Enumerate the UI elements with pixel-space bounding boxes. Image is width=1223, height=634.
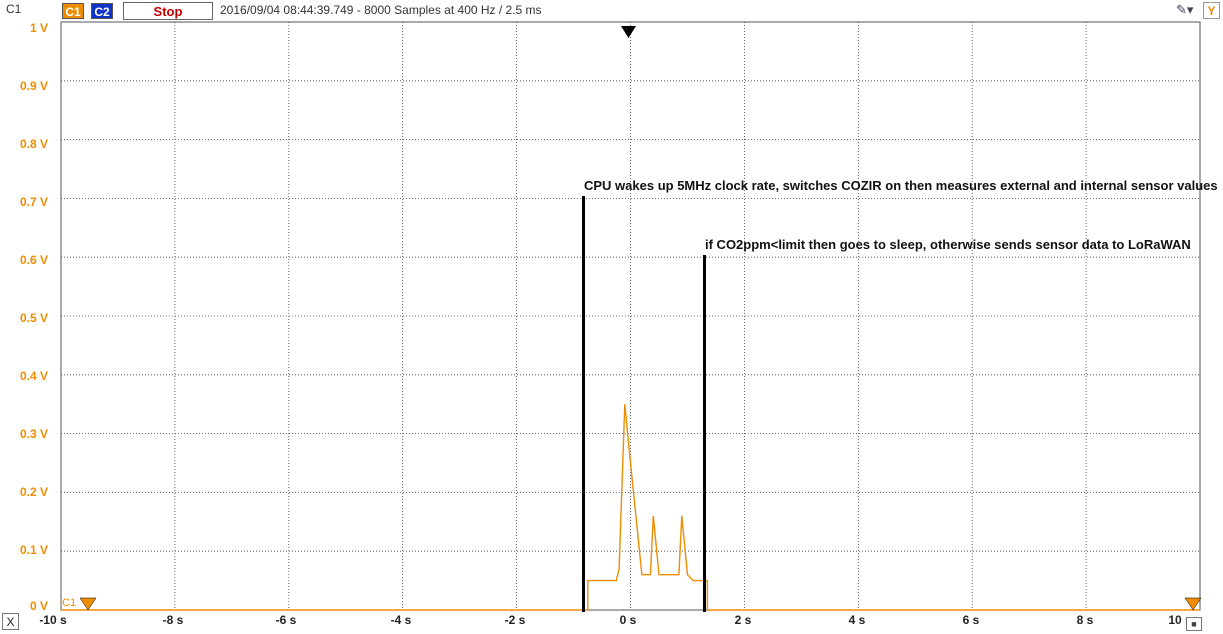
y-tick-label: 0.1 V — [19, 543, 48, 557]
x-tick-label: -6 s — [275, 613, 297, 627]
c1-trace — [61, 404, 1200, 611]
sleep-marker-line — [703, 255, 706, 612]
y-tick-label: 0.2 V — [19, 485, 48, 499]
capture-status: 2016/09/04 08:44:39.749 - 8000 Samples a… — [220, 3, 542, 17]
zoom-icon[interactable]: ■ — [1186, 617, 1202, 631]
y-tick-label: 0.7 V — [19, 195, 48, 209]
y-tick-label: 0.3 V — [19, 427, 48, 441]
y-tick-label: 0.9 V — [19, 79, 48, 93]
y-tick-label: 0.4 V — [19, 369, 48, 383]
x-tick-label: 0 s — [619, 613, 637, 627]
left-cursor-icon — [79, 597, 97, 611]
y-axis-button[interactable]: Y — [1203, 2, 1220, 19]
trigger-marker-icon — [621, 26, 636, 38]
y-tick-label: 0.5 V — [19, 311, 48, 325]
channel-c2-button[interactable]: C2 — [91, 3, 113, 19]
x-tick-label: -10 s — [39, 613, 67, 627]
y-tick-label: 0 V — [29, 599, 48, 613]
x-axis-button[interactable]: X — [2, 613, 19, 630]
export-icon[interactable]: ✎▾ — [1176, 2, 1194, 17]
x-tick-label: 8 s — [1076, 613, 1094, 627]
channel-label: C1 — [6, 2, 22, 16]
y-tick-label: 0.8 V — [19, 137, 48, 151]
x-tick-label: 10 s — [1168, 613, 1192, 627]
channel-c1-button[interactable]: C1 — [62, 3, 84, 19]
right-cursor-icon — [1184, 597, 1202, 611]
wake-marker-line — [582, 196, 585, 612]
y-tick-label: 0.6 V — [19, 253, 48, 267]
x-tick-label: 2 s — [734, 613, 752, 627]
toolbar: C1 C1 C2 Stop 2016/09/04 08:44:39.749 - … — [0, 0, 1223, 22]
series-line-c1 — [61, 404, 1200, 611]
x-tick-label: -4 s — [390, 613, 412, 627]
annotation-sleep: if CO2ppm<limit then goes to sleep, othe… — [705, 237, 1191, 252]
y-tick-label: 1 V — [29, 21, 48, 35]
plot-grid — [60, 21, 1201, 611]
stop-button[interactable]: Stop — [123, 2, 213, 20]
x-tick-label: 6 s — [962, 613, 980, 627]
x-tick-label: -8 s — [162, 613, 184, 627]
x-tick-label: 4 s — [848, 613, 866, 627]
channel-marker: C1 — [62, 597, 77, 609]
annotation-cpu-wake: CPU wakes up 5MHz clock rate, switches C… — [584, 178, 1218, 193]
x-tick-label: -2 s — [504, 613, 526, 627]
